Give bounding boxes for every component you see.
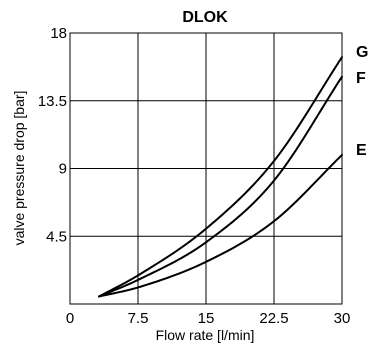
y-tick-label-3: 18 [50, 25, 67, 42]
series-g-curve [98, 56, 343, 298]
chart-title: DLOK [182, 9, 228, 26]
series-e-label: E [356, 142, 367, 159]
series-g-label: G [356, 44, 368, 61]
x-tick-label-3: 22.5 [259, 310, 288, 327]
x-axis-label: Flow rate [l/min] [156, 327, 255, 343]
series-labels: GF E [356, 44, 368, 159]
x-tick-label-4: 30 [334, 310, 351, 327]
series-e-curve [98, 153, 343, 298]
series-group [98, 56, 343, 298]
x-tick-label-1: 7.5 [128, 310, 149, 327]
y-tick-label-2: 13.5 [38, 93, 67, 110]
x-tick-label-2: 15 [198, 310, 215, 327]
y-tick-labels: 4.5 9 13.5 18 [38, 25, 67, 245]
y-axis-label: valve pressure drop [bar] [11, 91, 27, 246]
x-tick-labels: 0 7.5 15 22.5 30 [66, 310, 351, 327]
x-tick-label-0: 0 [66, 310, 74, 327]
y-tick-label-1: 9 [59, 161, 67, 178]
plot-frame [69, 32, 343, 305]
series-f-curve [98, 75, 343, 298]
y-tick-label-0: 4.5 [46, 228, 67, 245]
horizontal-gridlines [70, 100, 342, 237]
series-f-label: F [356, 70, 366, 87]
